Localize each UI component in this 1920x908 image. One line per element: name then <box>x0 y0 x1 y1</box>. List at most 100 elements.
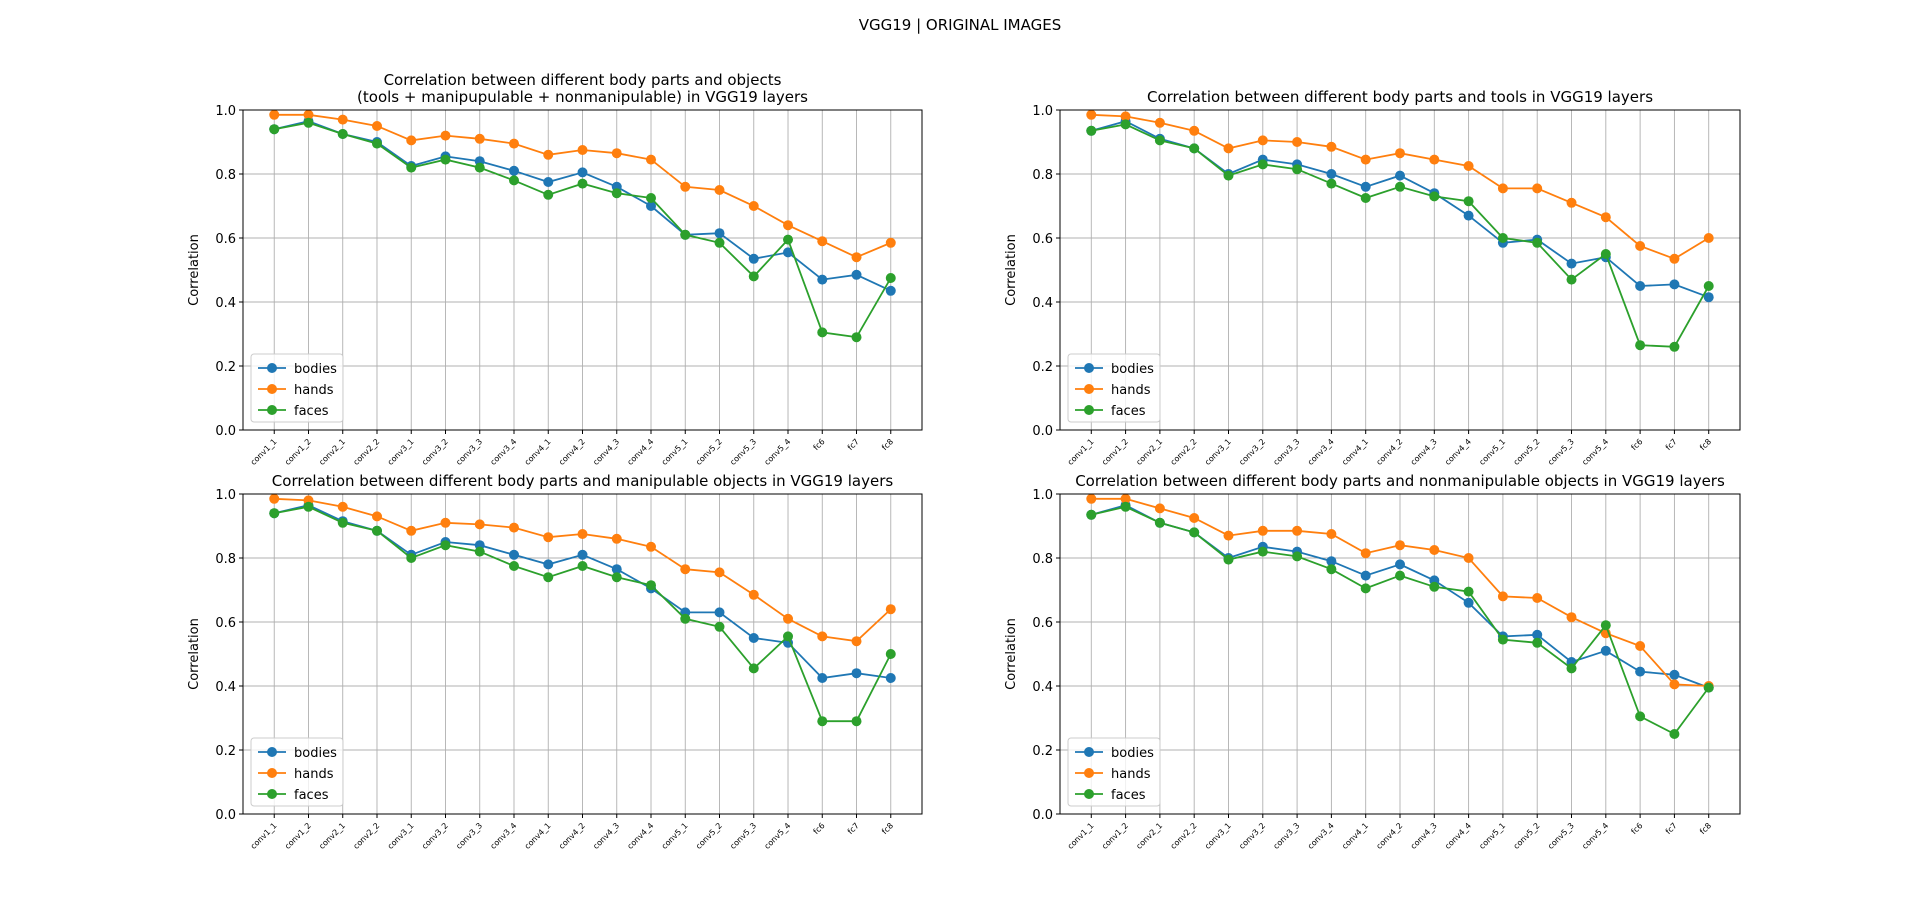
data-point <box>543 559 554 570</box>
y-tick-label: 0.8 <box>1032 168 1053 183</box>
x-tick-label: conv4_4 <box>1443 437 1473 467</box>
x-tick-label: conv2_1 <box>1134 437 1164 467</box>
data-point <box>748 253 759 264</box>
data-point <box>440 540 451 551</box>
data-point <box>371 525 382 536</box>
legend-label: hands <box>294 383 334 398</box>
data-point <box>1154 503 1165 514</box>
data-point <box>577 145 588 155</box>
data-point <box>1635 281 1646 291</box>
x-tick-label: fc7 <box>846 821 861 836</box>
chart-4: Correlation between different body parts… <box>1004 472 1741 851</box>
legend-entry-bodies: bodies <box>258 746 337 761</box>
x-tick-label: conv5_4 <box>1580 437 1610 467</box>
data-point <box>1086 509 1097 520</box>
data-point <box>1532 237 1543 248</box>
data-point <box>406 553 417 563</box>
data-point <box>1257 525 1268 536</box>
data-point <box>611 148 622 159</box>
data-point <box>474 162 485 173</box>
data-point <box>1429 154 1440 165</box>
legend-swatch-marker <box>1084 747 1094 757</box>
x-tick-label: conv4_2 <box>557 437 587 467</box>
data-point <box>1395 570 1405 581</box>
y-axis-label: Correlation <box>1004 618 1019 690</box>
data-point <box>508 175 519 186</box>
y-tick-label: 1.0 <box>1032 488 1053 503</box>
legend-entry-bodies: bodies <box>1075 746 1154 761</box>
x-tick-label: conv2_2 <box>1169 821 1199 851</box>
data-point <box>851 716 862 727</box>
data-point <box>646 541 657 552</box>
series-faces <box>269 117 896 343</box>
data-point <box>269 493 280 504</box>
x-tick-label: conv5_2 <box>1512 821 1542 851</box>
data-point <box>1292 137 1303 147</box>
x-tick-label: conv1_2 <box>1100 437 1130 467</box>
chart-title-line: (tools + manipupulable + nonmanipulable)… <box>357 88 808 106</box>
data-point <box>1395 559 1405 570</box>
data-point <box>543 177 554 187</box>
data-point <box>748 589 759 600</box>
y-axis-label: Correlation <box>187 618 202 690</box>
y-tick-label: 0.6 <box>1032 232 1053 247</box>
data-point <box>1257 546 1268 557</box>
data-point <box>1395 540 1405 551</box>
figure-suptitle: VGG19 | ORIGINAL IMAGES <box>859 16 1061 34</box>
x-tick-label: conv1_2 <box>1100 821 1130 851</box>
y-tick-label: 0.0 <box>215 808 236 823</box>
y-tick-label: 0.4 <box>215 296 236 311</box>
data-point <box>748 271 759 282</box>
data-point <box>885 285 896 296</box>
x-tick-label: conv3_4 <box>1306 821 1336 851</box>
legend-swatch-marker <box>1084 363 1094 373</box>
data-point <box>440 517 451 528</box>
x-tick-label: conv3_2 <box>1237 821 1267 851</box>
data-point <box>337 114 348 125</box>
data-point <box>1086 125 1097 136</box>
data-point <box>406 135 417 146</box>
x-tick-label: conv1_2 <box>283 821 313 851</box>
x-tick-label: conv3_3 <box>1272 437 1302 467</box>
x-tick-label: conv3_2 <box>420 821 450 851</box>
data-point <box>1532 593 1543 603</box>
x-tick-label: conv5_4 <box>1580 821 1610 851</box>
data-point <box>1326 564 1337 575</box>
data-point <box>543 572 554 583</box>
series-hands <box>269 493 896 647</box>
data-point <box>1635 666 1646 677</box>
data-point <box>474 133 485 144</box>
x-tick-label: conv5_2 <box>694 821 724 851</box>
data-point <box>748 201 759 211</box>
x-tick-label: conv4_1 <box>1340 437 1370 467</box>
data-point <box>1326 529 1337 539</box>
axes-frame <box>1059 109 1741 431</box>
x-tick-label: conv5_1 <box>1477 821 1507 851</box>
legend-swatch-marker <box>1084 384 1094 394</box>
x-tick-label: conv1_1 <box>249 437 279 467</box>
series-hands <box>269 109 896 263</box>
data-point <box>1600 620 1611 631</box>
data-point <box>577 561 588 571</box>
data-point <box>748 663 759 674</box>
x-tick-label: conv4_3 <box>591 437 621 467</box>
data-point <box>1566 258 1577 269</box>
legend: bodies hands faces <box>250 353 344 423</box>
x-tick-label: conv4_2 <box>557 821 587 851</box>
x-tick-label: fc6 <box>1629 437 1644 452</box>
legend-label: bodies <box>1111 746 1154 761</box>
data-point <box>611 564 622 575</box>
x-tick-label: conv4_3 <box>1409 437 1439 467</box>
y-tick-label: 1.0 <box>1032 104 1053 119</box>
data-point <box>303 501 314 512</box>
x-tick-label: fc7 <box>1664 437 1679 452</box>
data-point <box>1532 637 1543 648</box>
legend-entry-faces: faces <box>258 404 329 419</box>
data-point <box>1223 554 1234 565</box>
x-tick-label: conv1_1 <box>1066 821 1096 851</box>
y-tick-label: 0.8 <box>1032 552 1053 567</box>
data-point <box>1532 629 1543 640</box>
data-point <box>1292 164 1303 175</box>
x-tick-label: fc7 <box>1664 821 1679 836</box>
legend-entry-hands: hands <box>1075 383 1151 398</box>
